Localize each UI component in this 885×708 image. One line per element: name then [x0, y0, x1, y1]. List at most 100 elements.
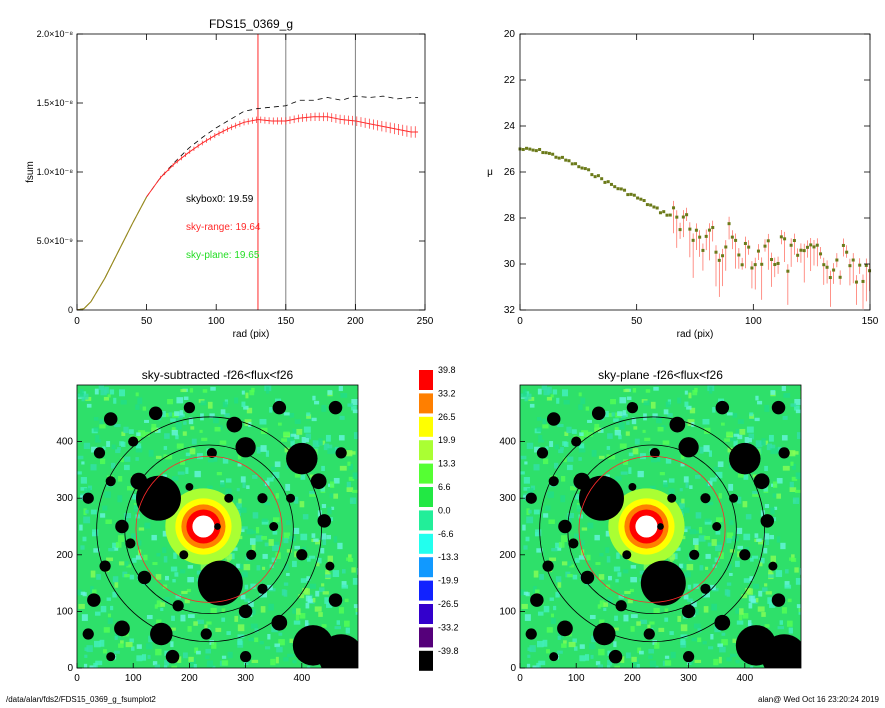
- noise-patch: [286, 572, 290, 576]
- noise-patch: [755, 395, 759, 401]
- mu-point: [861, 279, 865, 283]
- noise-patch: [118, 561, 125, 566]
- aperture-ellipse: [578, 455, 726, 603]
- noise-patch: [743, 474, 749, 480]
- mu-point: [776, 261, 780, 265]
- star-mask: [548, 476, 559, 487]
- noise-patch: [523, 476, 530, 484]
- noise-patch: [699, 446, 704, 454]
- noise-patch: [752, 583, 760, 589]
- noise-patch: [694, 608, 699, 615]
- noise-patch: [764, 624, 770, 628]
- noise-patch: [133, 504, 139, 512]
- mu-point: [642, 199, 646, 203]
- y-tick-label: 100: [499, 606, 516, 617]
- noise-patch: [782, 415, 788, 420]
- plot-frame: [76, 384, 359, 669]
- noise-patch: [737, 473, 744, 478]
- star-mask: [148, 406, 163, 421]
- noise-patch: [93, 640, 101, 648]
- noise-patch: [788, 627, 793, 634]
- noise-patch: [173, 552, 177, 559]
- noise-patch: [305, 438, 309, 443]
- colorbar-swatch: [419, 580, 433, 601]
- mu-point: [717, 258, 721, 262]
- noise-patch: [333, 536, 338, 543]
- noise-patch: [338, 435, 345, 441]
- noise-patch: [522, 524, 526, 531]
- noise-patch: [771, 517, 777, 522]
- noise-patch: [578, 457, 582, 461]
- x-tick-label: 400: [736, 673, 753, 684]
- mu-point: [649, 203, 653, 207]
- noise-patch: [618, 418, 623, 423]
- noise-patch: [93, 427, 99, 432]
- noise-patch: [245, 392, 249, 399]
- noise-patch: [561, 643, 567, 648]
- noise-patch: [244, 584, 249, 590]
- star-mask: [328, 593, 343, 607]
- noise-patch: [639, 570, 646, 575]
- noise-patch: [728, 520, 734, 526]
- noise-patch: [649, 621, 655, 625]
- noise-patch: [526, 442, 534, 450]
- noise-patch: [299, 501, 305, 508]
- noise-patch: [337, 542, 343, 550]
- star-mask: [681, 604, 696, 619]
- mu-point: [841, 243, 845, 247]
- noise-patch: [274, 643, 280, 648]
- noise-patch: [357, 390, 358, 398]
- noise-patch: [80, 487, 88, 491]
- noise-patch: [614, 427, 620, 432]
- noise-patch: [289, 535, 296, 542]
- noise-patch: [220, 409, 226, 415]
- noise-patch: [251, 608, 256, 615]
- noise-patch: [202, 389, 208, 393]
- noise-patch: [542, 418, 547, 425]
- noise-patch: [524, 461, 528, 465]
- noise-patch: [764, 404, 770, 412]
- noise-patch: [520, 455, 527, 460]
- star-mask: [557, 620, 573, 637]
- noise-patch: [156, 619, 162, 624]
- noise-patch: [613, 418, 619, 422]
- noise-patch: [702, 640, 707, 645]
- noise-patch: [729, 572, 733, 576]
- noise-patch: [735, 428, 743, 434]
- noise-patch: [708, 450, 712, 457]
- colorbar-label: -33.2: [438, 622, 459, 632]
- noise-patch: [752, 491, 759, 495]
- noise-patch: [758, 539, 764, 545]
- star-mask: [165, 649, 180, 664]
- noise-patch: [77, 455, 84, 460]
- noise-patch: [704, 590, 710, 598]
- noise-patch: [136, 655, 143, 662]
- noise-patch: [338, 607, 344, 614]
- x-tick-label: 300: [680, 673, 697, 684]
- noise-patch: [558, 449, 564, 454]
- noise-patch: [787, 598, 792, 603]
- noise-patch: [527, 654, 531, 658]
- noise-patch: [712, 564, 717, 568]
- y-tick-label: 200: [56, 550, 73, 561]
- mu-point: [766, 239, 770, 243]
- noise-patch: [768, 569, 773, 576]
- noise-patch: [745, 514, 752, 520]
- noise-patch: [747, 620, 752, 627]
- noise-patch: [213, 416, 219, 424]
- noise-patch: [308, 555, 316, 559]
- noise-patch: [776, 536, 781, 543]
- noise-patch: [306, 576, 311, 581]
- star-mask: [628, 482, 637, 491]
- noise-patch: [726, 657, 732, 662]
- noise-patch: [238, 498, 242, 504]
- noise-patch: [81, 614, 88, 621]
- noise-patch: [743, 533, 751, 541]
- noise-patch: [86, 403, 92, 408]
- noise-patch: [726, 537, 732, 544]
- mu-point: [547, 151, 551, 155]
- noise-patch: [349, 451, 356, 455]
- noise-patch: [290, 440, 295, 447]
- mu-point: [792, 239, 796, 243]
